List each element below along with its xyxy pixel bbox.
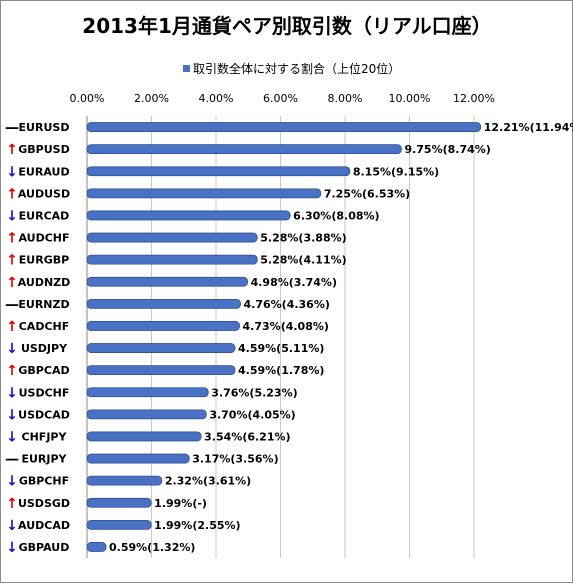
bar [86, 321, 240, 331]
trend-down-icon: ↓ [6, 208, 18, 224]
bars [86, 122, 482, 552]
trend-up-icon: ↑ [6, 253, 18, 269]
trend-down-icon: ↓ [6, 429, 18, 445]
bar [86, 122, 482, 132]
trend-flat-icon: — [5, 120, 19, 136]
bar [86, 254, 258, 265]
category-label: GBPAUD [19, 541, 70, 554]
data-label: 5.28%(4.11%) [260, 254, 346, 267]
category-label: CHFJPY [22, 430, 68, 443]
bar [86, 210, 291, 221]
data-label: 3.76%(5.23%) [211, 386, 297, 399]
category-label: EURAUD [18, 165, 69, 178]
category-label: USDSGD [18, 497, 70, 510]
bar [86, 298, 241, 309]
data-label: 4.76%(4.36%) [244, 298, 330, 311]
data-label: 4.59%(5.11%) [238, 342, 324, 355]
category-label: GBPCHF [19, 475, 69, 488]
data-label: 1.99%(2.55%) [154, 519, 240, 532]
trend-up-icon: ↑ [6, 142, 18, 158]
bar [86, 431, 202, 442]
x-tick-label: 0.00% [70, 92, 105, 105]
data-label: 4.73%(4.08%) [243, 320, 329, 333]
category-label: AUDNZD [18, 276, 71, 289]
trend-flat-icon: — [5, 452, 19, 468]
category-label: EURCAD [19, 209, 70, 222]
category-label: USDCAD [18, 408, 70, 421]
bar [86, 409, 207, 420]
trend-down-icon: ↓ [6, 474, 18, 490]
data-label: 8.15%(9.15%) [353, 165, 439, 178]
data-label: 2.32%(3.61%) [165, 475, 251, 488]
legend-swatch [183, 65, 190, 72]
trend-up-icon: ↑ [6, 231, 18, 247]
legend: 取引数全体に対する割合（上位20位） [183, 61, 400, 76]
data-label: 3.17%(3.56%) [192, 453, 278, 466]
bar [86, 144, 402, 155]
category-label: AUDUSD [18, 187, 70, 200]
trend-up-icon: ↑ [6, 496, 18, 512]
trend-down-icon: ↓ [6, 518, 18, 534]
data-label: 4.98%(3.74%) [251, 276, 337, 289]
trend-down-icon: ↓ [6, 407, 18, 423]
bar [86, 453, 190, 464]
category-label: USDCHF [19, 386, 70, 399]
category-label: CADCHF [19, 320, 70, 333]
trend-up-icon: ↑ [6, 319, 18, 335]
x-tick-label: 10.00% [389, 92, 431, 105]
chart-title: 2013年1月通貨ペア別取引数（リアル口座） [82, 14, 491, 38]
trend-down-icon: ↓ [6, 540, 18, 556]
data-label: 3.70%(4.05%) [209, 408, 295, 421]
bar [86, 475, 163, 486]
data-label: 7.25%(6.53%) [324, 187, 410, 200]
bar [86, 188, 322, 199]
bar [86, 166, 351, 177]
bar [86, 343, 236, 353]
category-label: GBPCAD [18, 364, 69, 377]
labels: 12.21%(11.94%)EURUSD—9.75%(8.74%)GBPUSD↑… [5, 120, 573, 556]
data-label: 5.28%(3.88%) [260, 232, 346, 245]
data-label: 0.59%(1.32%) [109, 541, 195, 554]
trend-up-icon: ↑ [6, 363, 18, 379]
trend-down-icon: ↓ [6, 164, 18, 180]
bar [86, 542, 107, 552]
x-tick-label: 6.00% [263, 92, 298, 105]
data-label: 3.54%(6.21%) [204, 430, 290, 443]
bar [86, 519, 152, 530]
gridlines [86, 116, 475, 558]
data-label: 1.99%(-) [154, 497, 207, 510]
trend-down-icon: ↓ [6, 385, 18, 401]
bar [86, 365, 236, 376]
data-label: 9.75%(8.74%) [404, 143, 490, 156]
category-label: AUDCHF [18, 232, 69, 245]
trend-up-icon: ↑ [6, 275, 18, 291]
x-tick-label: 2.00% [134, 92, 169, 105]
bar [86, 232, 258, 243]
data-label: 6.30%(8.08%) [293, 209, 379, 222]
category-label: GBPUSD [18, 143, 69, 156]
legend-label: 取引数全体に対する割合（上位20位） [193, 61, 400, 76]
trend-up-icon: ↑ [6, 186, 18, 202]
trend-flat-icon: — [5, 297, 19, 313]
bar [86, 387, 209, 398]
category-label: EURNZD [18, 298, 69, 311]
category-label: EURUSD [19, 121, 70, 134]
x-tick-label: 12.00% [453, 92, 495, 105]
trend-down-icon: ↓ [6, 341, 18, 357]
category-label: AUDCAD [18, 519, 70, 532]
x-axis-ticks: 0.00% 2.00% 4.00% 6.00% 8.00% 10.00% 12.00% [70, 92, 495, 105]
category-label: EURJPY [21, 453, 67, 466]
data-label: 12.21%(11.94%) [484, 121, 573, 134]
bar [86, 276, 249, 287]
x-tick-label: 8.00% [328, 92, 363, 105]
category-label: EURGBP [19, 254, 69, 267]
x-tick-label: 4.00% [199, 92, 234, 105]
category-label: USDJPY [21, 342, 68, 355]
bar [86, 497, 152, 508]
data-label: 4.59%(1.78%) [238, 364, 324, 377]
